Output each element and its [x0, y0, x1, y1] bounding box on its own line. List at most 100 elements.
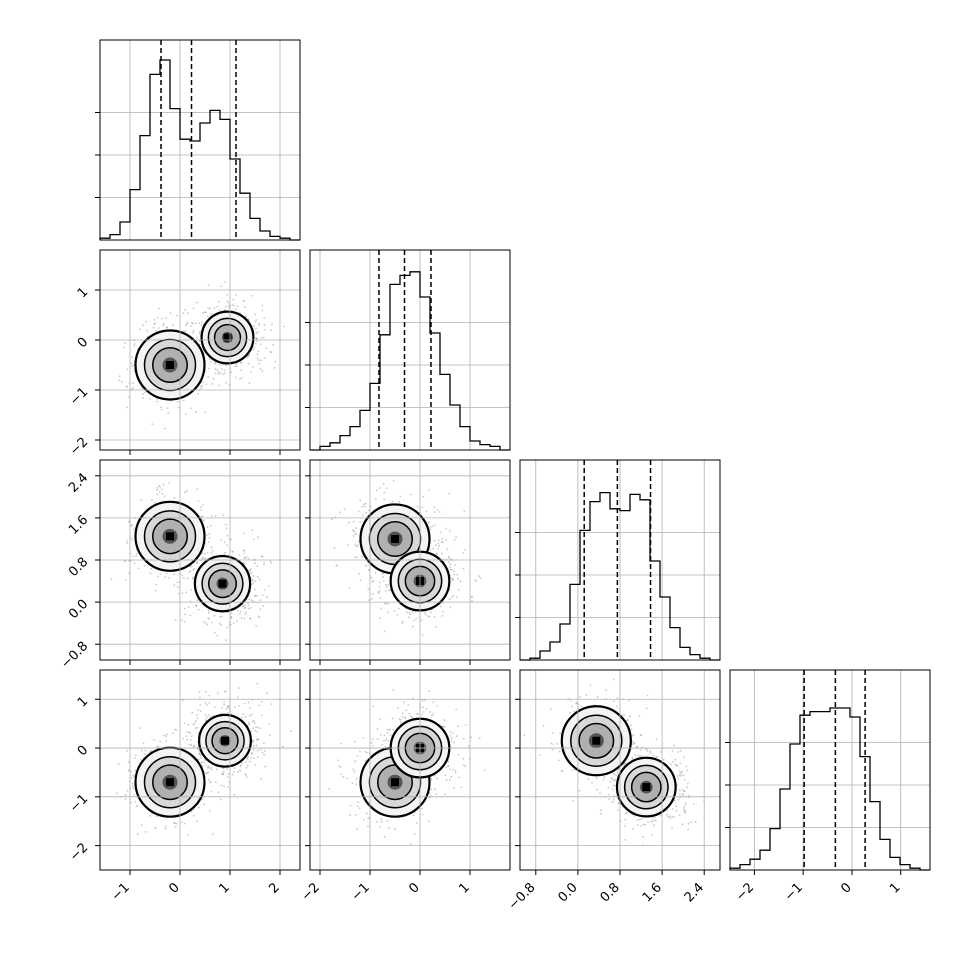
sample-point	[631, 756, 634, 759]
sample-point	[223, 372, 226, 375]
sample-point	[254, 580, 256, 583]
sample-point	[372, 579, 375, 582]
sample-point	[192, 568, 195, 571]
sample-point	[258, 704, 261, 707]
sample-point	[257, 738, 260, 741]
sample-point	[655, 738, 658, 741]
sample-point	[402, 701, 405, 704]
sample-point	[283, 325, 286, 328]
sample-point	[160, 408, 163, 411]
sample-point	[166, 572, 168, 575]
sample-point	[189, 407, 192, 410]
sample-point	[192, 814, 195, 817]
sample-point	[447, 561, 450, 564]
sample-point	[241, 762, 243, 765]
sample-point	[199, 330, 201, 333]
sample-point	[678, 814, 681, 817]
sample-point	[433, 539, 436, 542]
sample-point	[444, 793, 447, 796]
scatter-panel-3-2	[523, 678, 706, 847]
sample-point	[439, 605, 442, 608]
sample-point	[217, 373, 220, 375]
sample-point	[388, 728, 391, 731]
sample-point	[447, 765, 449, 768]
sample-point	[118, 379, 121, 382]
sample-point	[452, 787, 455, 790]
sample-point	[201, 515, 204, 518]
sample-point	[130, 777, 133, 779]
sample-point	[182, 399, 185, 402]
sample-point	[218, 309, 221, 312]
sample-point	[617, 802, 620, 804]
sample-point	[173, 821, 176, 824]
sample-point	[423, 699, 426, 702]
sample-point	[616, 772, 619, 775]
sample-point	[210, 515, 213, 517]
sample-point	[380, 607, 383, 610]
sample-point	[214, 515, 217, 517]
sample-point	[249, 617, 251, 620]
sample-point	[166, 326, 168, 329]
sample-point	[206, 766, 209, 769]
sample-point	[256, 337, 259, 340]
sample-point	[369, 505, 372, 508]
density-peak	[391, 534, 399, 543]
sample-point	[185, 591, 188, 594]
sample-point	[164, 576, 167, 579]
sample-point	[231, 773, 234, 776]
sample-point	[208, 780, 211, 783]
sample-point	[131, 388, 133, 391]
sample-point	[158, 491, 161, 493]
sample-point	[435, 793, 438, 795]
sample-point	[656, 755, 659, 758]
sample-point	[445, 527, 448, 530]
grid-2-2	[520, 460, 720, 660]
sample-point	[256, 575, 259, 578]
sample-point	[237, 771, 240, 773]
sample-point	[227, 776, 229, 779]
sample-point	[624, 762, 626, 765]
sample-point	[208, 618, 211, 620]
sample-point	[243, 562, 246, 565]
sample-point	[246, 758, 249, 761]
sample-point	[156, 746, 159, 748]
sample-point	[433, 616, 436, 618]
sample-point	[252, 757, 255, 760]
sample-point	[203, 352, 206, 354]
sample-point	[364, 502, 367, 505]
sample-point	[195, 605, 198, 608]
sample-point	[209, 361, 212, 364]
sample-point	[396, 707, 399, 709]
sample-point	[653, 816, 656, 819]
sample-point	[259, 727, 262, 730]
sample-point	[386, 819, 389, 822]
sample-point	[443, 719, 446, 721]
sample-point	[380, 817, 383, 820]
sample-point	[256, 594, 258, 597]
sample-point	[242, 604, 244, 607]
sample-point	[126, 368, 129, 371]
sample-point	[190, 565, 193, 568]
sample-point	[156, 493, 159, 496]
sample-point	[252, 575, 255, 577]
sample-point	[140, 758, 142, 761]
sample-point	[144, 391, 147, 394]
sample-point	[538, 754, 541, 757]
sample-point	[429, 611, 432, 614]
sample-point	[201, 518, 204, 521]
sample-point	[248, 723, 250, 726]
sample-point	[453, 573, 456, 576]
sample-point	[378, 487, 381, 490]
sample-point	[263, 563, 265, 566]
sample-point	[149, 814, 151, 817]
sample-point	[160, 488, 163, 491]
sample-point	[155, 329, 158, 332]
sample-point	[257, 726, 260, 729]
density-peak	[223, 333, 232, 342]
sample-point	[364, 750, 366, 753]
sample-point	[125, 385, 128, 388]
sample-point	[176, 581, 179, 584]
sample-point	[339, 742, 342, 745]
sample-point	[671, 826, 674, 829]
sample-point	[240, 616, 243, 619]
